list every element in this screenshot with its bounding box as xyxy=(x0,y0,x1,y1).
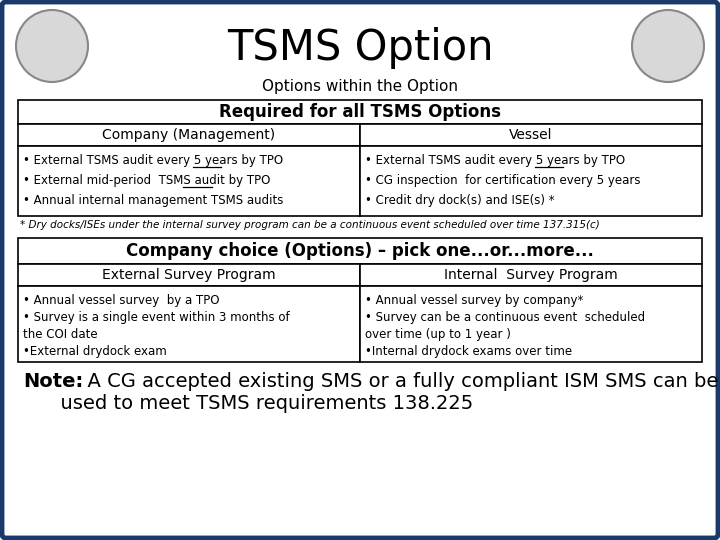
Text: • Annual internal management TSMS audits: • Annual internal management TSMS audits xyxy=(23,194,284,207)
Text: TSMS Option: TSMS Option xyxy=(227,27,493,69)
Text: • External TSMS audit every 5 years by TPO: • External TSMS audit every 5 years by T… xyxy=(365,154,625,167)
Text: • Survey is a single event within 3 months of: • Survey is a single event within 3 mont… xyxy=(23,311,289,324)
Text: • External TSMS audit every 5 years by TPO: • External TSMS audit every 5 years by T… xyxy=(23,154,283,167)
Bar xyxy=(18,238,702,264)
Text: Company (Management): Company (Management) xyxy=(102,128,276,142)
Circle shape xyxy=(632,10,704,82)
Circle shape xyxy=(16,10,88,82)
Bar xyxy=(360,286,702,362)
Text: • External mid-period  TSMS audit by TPO: • External mid-period TSMS audit by TPO xyxy=(23,174,271,187)
Bar xyxy=(360,146,702,216)
Text: over time (up to 1 year ): over time (up to 1 year ) xyxy=(365,328,511,341)
Bar xyxy=(360,264,702,286)
Text: • Credit dry dock(s) and ISE(s) *: • Credit dry dock(s) and ISE(s) * xyxy=(365,194,554,207)
Text: the COI date: the COI date xyxy=(23,328,98,341)
Text: A CG accepted existing SMS or a fully compliant ISM SMS can be: A CG accepted existing SMS or a fully co… xyxy=(75,372,719,391)
Bar xyxy=(18,124,360,146)
Bar xyxy=(18,264,360,286)
Text: * Dry docks/ISEs under the internal survey program can be a continuous event sch: * Dry docks/ISEs under the internal surv… xyxy=(20,220,600,230)
Text: Vessel: Vessel xyxy=(509,128,553,142)
Text: •Internal drydock exams over time: •Internal drydock exams over time xyxy=(365,345,572,358)
Text: Company choice (Options) – pick one...or...more...: Company choice (Options) – pick one...or… xyxy=(126,242,594,260)
Text: Required for all TSMS Options: Required for all TSMS Options xyxy=(219,103,501,121)
Text: • Survey can be a continuous event  scheduled: • Survey can be a continuous event sched… xyxy=(365,311,645,324)
Text: • Annual vessel survey by company*: • Annual vessel survey by company* xyxy=(365,294,583,307)
Text: • Annual vessel survey  by a TPO: • Annual vessel survey by a TPO xyxy=(23,294,220,307)
Text: Options within the Option: Options within the Option xyxy=(262,78,458,93)
Text: used to meet TSMS requirements 138.225: used to meet TSMS requirements 138.225 xyxy=(23,394,473,413)
Text: • CG inspection  for certification every 5 years: • CG inspection for certification every … xyxy=(365,174,641,187)
Text: •External drydock exam: •External drydock exam xyxy=(23,345,167,358)
Bar xyxy=(18,286,360,362)
Bar xyxy=(18,100,702,124)
Bar xyxy=(360,124,702,146)
Text: Internal  Survey Program: Internal Survey Program xyxy=(444,268,618,282)
Text: External Survey Program: External Survey Program xyxy=(102,268,276,282)
Text: Note:: Note: xyxy=(23,372,84,391)
Bar xyxy=(18,146,360,216)
